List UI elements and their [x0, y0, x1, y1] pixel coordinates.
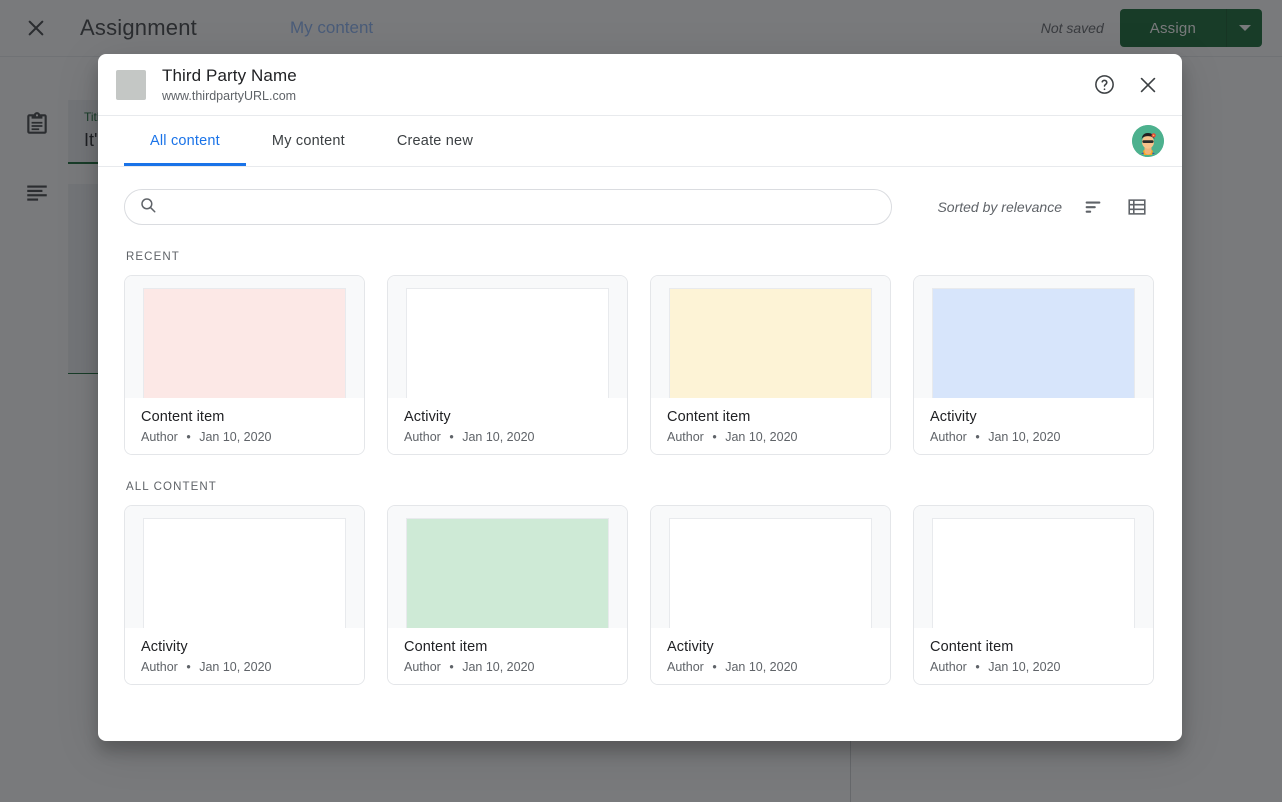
card-author: Author [404, 430, 441, 444]
card-title: Activity [404, 409, 451, 425]
card-title: Activity [667, 639, 714, 655]
list-item[interactable]: Activity Author • Jan 10, 2020 [387, 275, 628, 455]
meta-separator: • [186, 660, 191, 674]
card-title: Content item [667, 409, 751, 425]
search-box[interactable] [124, 189, 892, 225]
section-header-all-content: ALL CONTENT [126, 481, 217, 493]
meta-separator: • [449, 430, 454, 444]
card-author: Author [930, 660, 967, 674]
card-thumbnail [914, 506, 1153, 628]
card-meta: Author • Jan 10, 2020 [141, 660, 348, 674]
all-content-card-grid: Activity Author • Jan 10, 2020 Content i… [124, 505, 1156, 685]
card-meta: Author • Jan 10, 2020 [141, 430, 348, 444]
section-header-recent: RECENT [126, 251, 180, 263]
meta-separator: • [975, 430, 980, 444]
card-info: Activity Author • Jan 10, 2020 [914, 398, 1153, 454]
tab-all-content[interactable]: All content [124, 116, 246, 166]
card-thumbnail-fill [669, 518, 872, 628]
card-meta: Author • Jan 10, 2020 [667, 430, 874, 444]
help-circle-icon[interactable] [1086, 67, 1122, 103]
card-title: Activity [141, 639, 188, 655]
card-meta: Author • Jan 10, 2020 [404, 660, 611, 674]
tab-create-new[interactable]: Create new [371, 116, 499, 166]
list-item[interactable]: Content item Author • Jan 10, 2020 [650, 275, 891, 455]
list-item[interactable]: Activity Author • Jan 10, 2020 [650, 505, 891, 685]
card-author: Author [404, 660, 441, 674]
card-thumbnail [651, 506, 890, 628]
search-icon [139, 196, 157, 219]
card-info: Activity Author • Jan 10, 2020 [388, 398, 627, 454]
card-thumbnail [125, 506, 364, 628]
provider-url: www.thirdpartyURL.com [162, 89, 297, 103]
card-meta: Author • Jan 10, 2020 [667, 660, 874, 674]
card-date: Jan 10, 2020 [462, 430, 535, 444]
card-date: Jan 10, 2020 [988, 430, 1061, 444]
sort-descending-icon[interactable] [1080, 194, 1106, 220]
list-item[interactable]: Activity Author • Jan 10, 2020 [124, 505, 365, 685]
avatar[interactable] [1132, 125, 1164, 157]
card-author: Author [141, 660, 178, 674]
card-thumbnail-fill [669, 288, 872, 398]
card-thumbnail [125, 276, 364, 398]
card-thumbnail [651, 276, 890, 398]
card-info: Content item Author • Jan 10, 2020 [125, 398, 364, 454]
card-thumbnail-fill [932, 288, 1135, 398]
recent-card-grid: Content item Author • Jan 10, 2020 Activ… [124, 275, 1156, 455]
meta-separator: • [449, 660, 454, 674]
card-info: Content item Author • Jan 10, 2020 [914, 628, 1153, 684]
card-thumbnail [388, 276, 627, 398]
card-thumbnail-fill [143, 288, 346, 398]
card-date: Jan 10, 2020 [988, 660, 1061, 674]
dialog-header-actions [1086, 67, 1166, 103]
card-thumbnail-fill [143, 518, 346, 628]
sort-controls: Sorted by relevance [937, 194, 1156, 220]
card-meta: Author • Jan 10, 2020 [930, 430, 1137, 444]
card-info: Activity Author • Jan 10, 2020 [125, 628, 364, 684]
card-date: Jan 10, 2020 [199, 430, 272, 444]
card-thumbnail [914, 276, 1153, 398]
card-thumbnail-fill [932, 518, 1135, 628]
close-icon[interactable] [1130, 67, 1166, 103]
meta-separator: • [712, 660, 717, 674]
card-author: Author [141, 430, 178, 444]
meta-separator: • [975, 660, 980, 674]
card-info: Activity Author • Jan 10, 2020 [651, 628, 890, 684]
card-thumbnail-fill [406, 518, 609, 628]
card-author: Author [667, 430, 704, 444]
card-date: Jan 10, 2020 [725, 430, 798, 444]
card-thumbnail [388, 506, 627, 628]
card-title: Content item [404, 639, 488, 655]
card-date: Jan 10, 2020 [199, 660, 272, 674]
provider-info: Third Party Name www.thirdpartyURL.com [162, 66, 297, 103]
card-title: Content item [930, 639, 1014, 655]
meta-separator: • [186, 430, 191, 444]
list-view-icon[interactable] [1124, 194, 1150, 220]
card-author: Author [667, 660, 704, 674]
provider-name: Third Party Name [162, 66, 297, 85]
card-thumbnail-fill [406, 288, 609, 398]
card-meta: Author • Jan 10, 2020 [930, 660, 1137, 674]
sort-label: Sorted by relevance [937, 199, 1062, 215]
list-item[interactable]: Content item Author • Jan 10, 2020 [387, 505, 628, 685]
tab-my-content[interactable]: My content [246, 116, 371, 166]
dialog-body: Sorted by relevance RECENT [98, 167, 1182, 741]
search-input[interactable] [167, 199, 877, 215]
dialog-tabs: All content My content Create new [98, 116, 1182, 167]
list-item[interactable]: Content item Author • Jan 10, 2020 [913, 505, 1154, 685]
meta-separator: • [712, 430, 717, 444]
provider-logo-placeholder-icon [116, 69, 146, 100]
third-party-picker-dialog: Third Party Name www.thirdpartyURL.com A… [98, 54, 1182, 741]
search-row: Sorted by relevance [124, 189, 1156, 225]
card-title: Activity [930, 409, 977, 425]
card-meta: Author • Jan 10, 2020 [404, 430, 611, 444]
card-date: Jan 10, 2020 [462, 660, 535, 674]
list-item[interactable]: Activity Author • Jan 10, 2020 [913, 275, 1154, 455]
dialog-header: Third Party Name www.thirdpartyURL.com [98, 54, 1182, 116]
card-title: Content item [141, 409, 225, 425]
card-author: Author [930, 430, 967, 444]
card-info: Content item Author • Jan 10, 2020 [651, 398, 890, 454]
list-item[interactable]: Content item Author • Jan 10, 2020 [124, 275, 365, 455]
card-date: Jan 10, 2020 [725, 660, 798, 674]
card-info: Content item Author • Jan 10, 2020 [388, 628, 627, 684]
